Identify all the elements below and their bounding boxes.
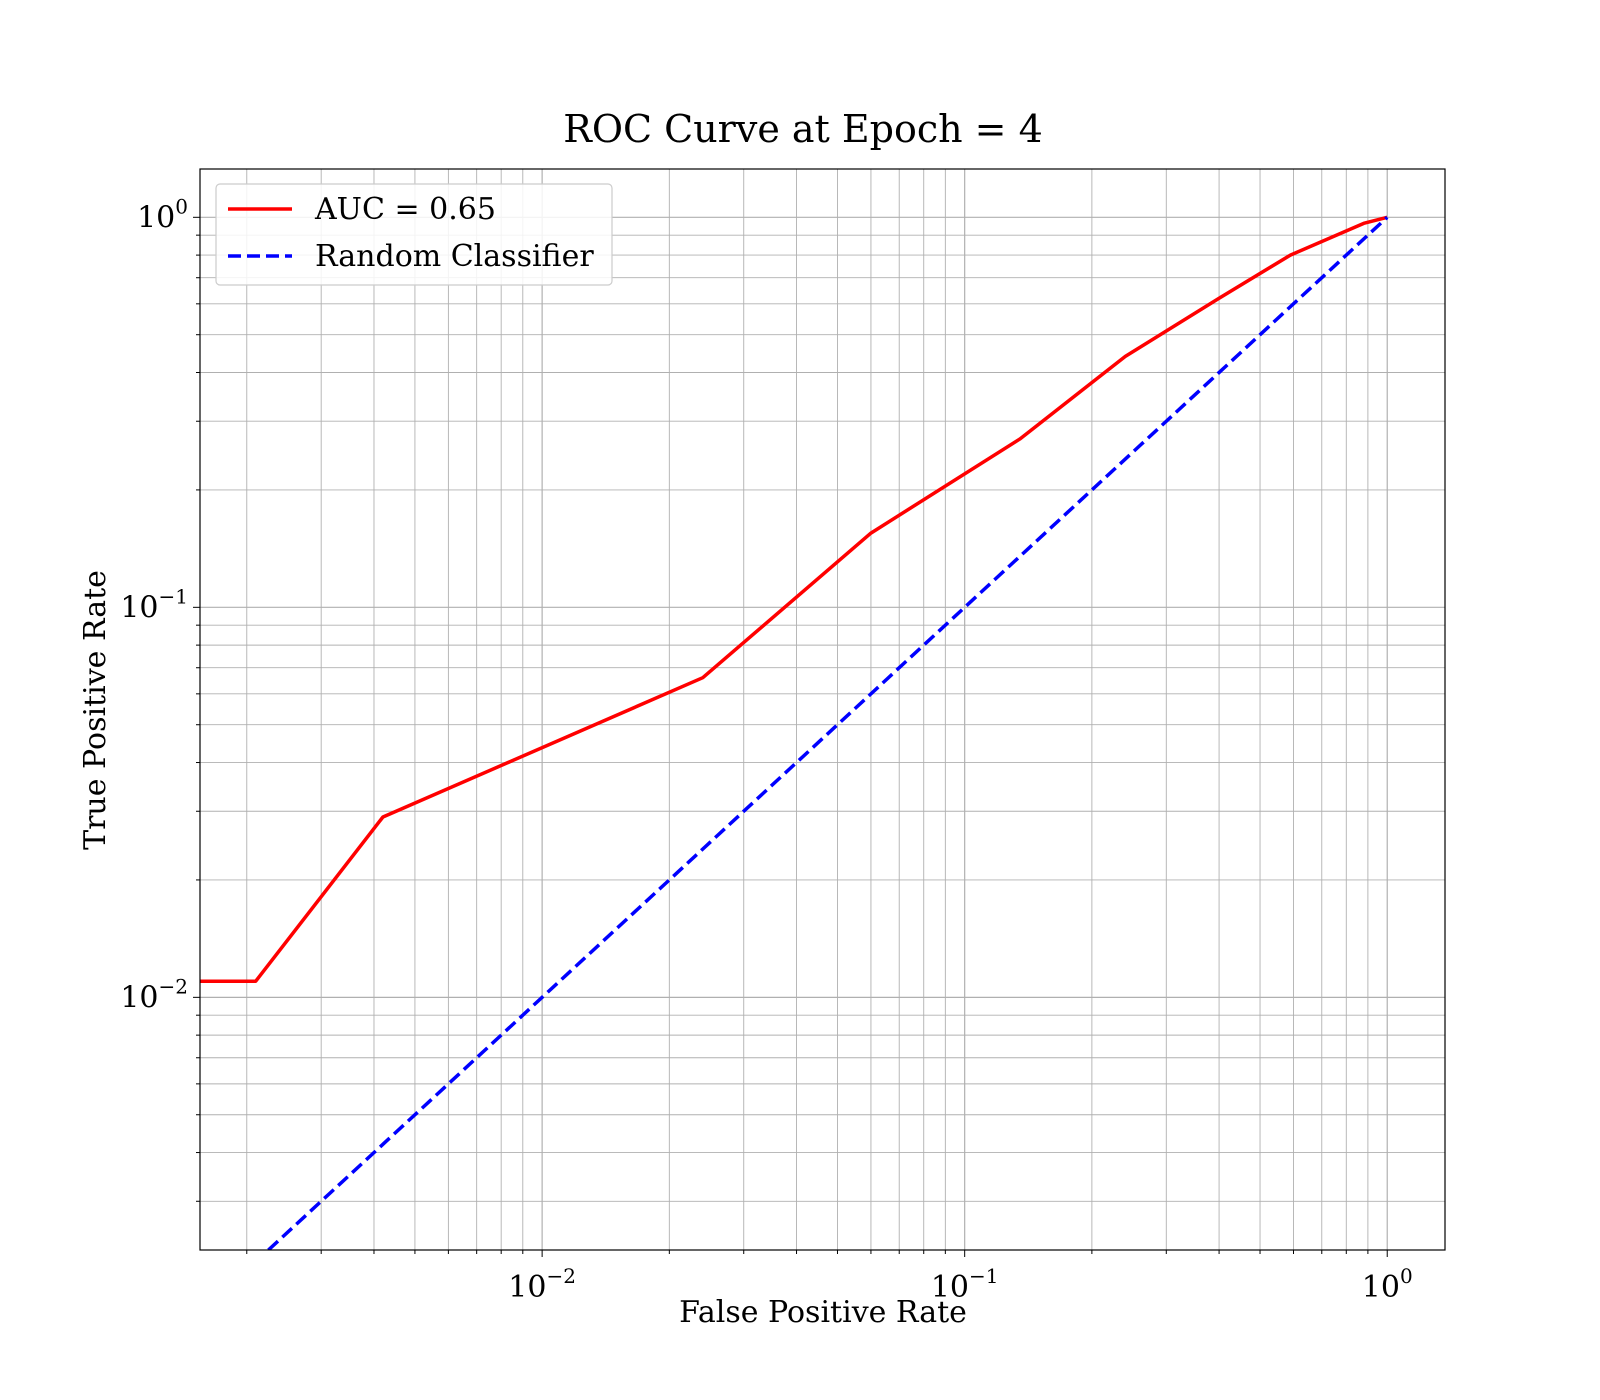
x-tick-exponent: −1	[969, 1264, 998, 1288]
y-tick-base: 10	[137, 200, 175, 235]
x-tick-exponent: −2	[546, 1264, 575, 1288]
legend: AUC = 0.65 Random Classifier	[215, 183, 613, 286]
chart-title: ROC Curve at Epoch = 4	[563, 107, 1043, 151]
grid-lines	[200, 169, 1445, 1250]
plot-frame	[199, 168, 1446, 1251]
y-axis-label: True Positive Rate	[78, 570, 113, 850]
series-line-1	[267, 216, 1389, 1250]
x-tick-label: 100	[1362, 1264, 1413, 1305]
y-tick-label: 10−1	[120, 584, 188, 625]
series-line-0	[200, 215, 1388, 983]
legend-label-1: Random Classifier	[315, 239, 594, 274]
y-tick-label: 10−2	[120, 974, 188, 1015]
x-tick-base: 10	[931, 1270, 969, 1305]
y-tick-base: 10	[120, 590, 158, 625]
y-tick-exponent: −1	[159, 584, 188, 608]
x-tick-base: 10	[1362, 1270, 1400, 1305]
y-tick-exponent: −2	[159, 974, 188, 998]
x-tick-label: 10−1	[931, 1264, 999, 1305]
y-tick-exponent: 0	[175, 194, 188, 218]
y-tick-base: 10	[120, 980, 158, 1015]
legend-box	[215, 183, 613, 286]
x-tick-label: 10−2	[508, 1264, 576, 1305]
series-layer	[200, 215, 1389, 1250]
legend-label-0: AUC = 0.65	[314, 192, 496, 227]
x-tick-base: 10	[508, 1270, 546, 1305]
x-axis-label: False Positive Rate	[679, 1295, 967, 1330]
y-tick-label: 100	[137, 194, 188, 235]
x-axis-ticks: 10−2 10−1 100	[246, 1250, 1413, 1305]
x-tick-exponent: 0	[1400, 1264, 1413, 1288]
